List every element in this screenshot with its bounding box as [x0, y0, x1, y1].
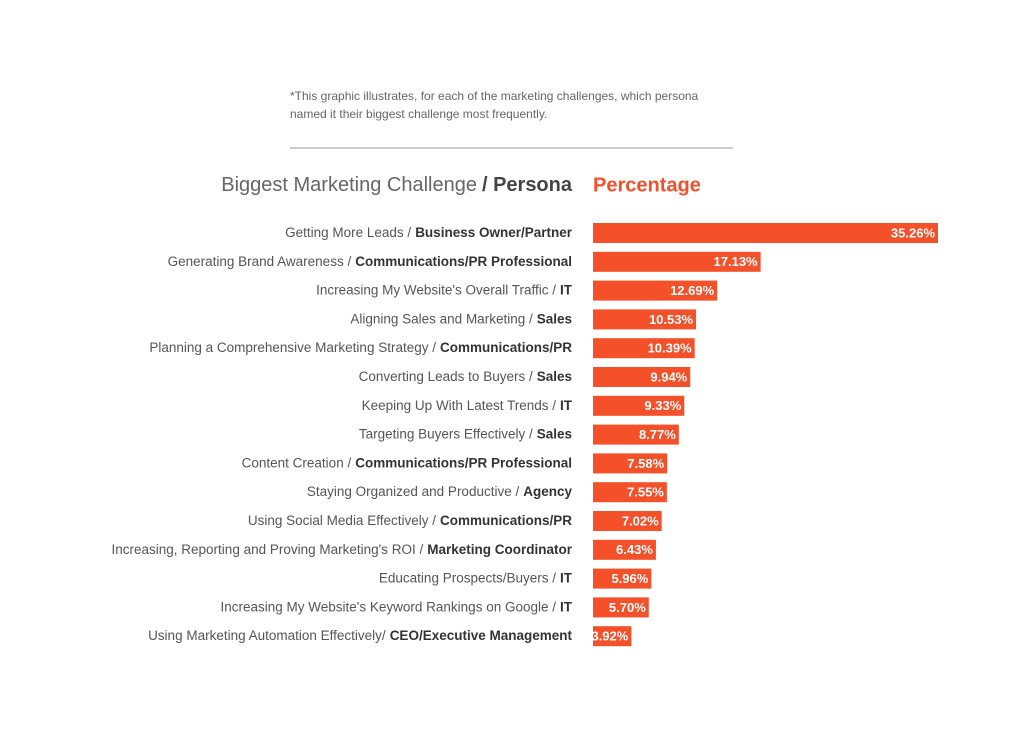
- value-label: 7.58%: [627, 456, 664, 471]
- category-label: Planning a Comprehensive Marketing Strat…: [149, 340, 572, 355]
- header-text: Biggest Marketing Challenge: [221, 174, 477, 196]
- challenge: Staying Organized and Productive /: [307, 484, 520, 499]
- persona: Sales: [537, 311, 572, 326]
- bar: [593, 597, 649, 618]
- value-label: 3.92%: [591, 629, 628, 644]
- persona: CEO/Executive Management: [390, 628, 573, 643]
- challenge: Getting More Leads /: [285, 225, 411, 240]
- value-label: 12.69%: [670, 283, 715, 298]
- challenge: Aligning Sales and Marketing /: [350, 311, 533, 326]
- bar: [593, 482, 667, 503]
- category-label: Generating Brand Awareness / Communicatio…: [168, 253, 572, 268]
- category-label: Converting Leads to Buyers / Sales: [359, 369, 572, 384]
- challenge: Using Social Media Effectively /: [248, 513, 436, 528]
- challenge: Converting Leads to Buyers /: [359, 369, 533, 384]
- bar: [593, 539, 656, 560]
- value-label: 5.70%: [609, 600, 646, 615]
- bar: [593, 309, 697, 330]
- persona: Marketing Coordinator: [427, 541, 573, 556]
- persona: Agency: [523, 484, 572, 499]
- persona: IT: [560, 397, 573, 412]
- category-label: Increasing My Website's Overall Traffic …: [316, 282, 573, 297]
- category-label: Getting More Leads / Business Owner/Partn…: [285, 225, 573, 240]
- category-label: Increasing My Website's Keyword Rankings…: [221, 599, 573, 614]
- bar: [593, 395, 685, 416]
- challenge: Using Marketing Automation Effectively/: [148, 628, 386, 643]
- value-label: 9.33%: [644, 398, 681, 413]
- bar: [593, 338, 695, 359]
- category-label: Using Social Media Effectively / Communic…: [248, 513, 572, 528]
- value-label: 10.53%: [649, 312, 694, 327]
- bar: [593, 223, 939, 243]
- category-label: Keeping Up With Latest Trends / IT: [362, 397, 573, 412]
- persona: Business Owner/Partner: [415, 225, 573, 240]
- challenge: Increasing, Reporting and Proving Market…: [112, 541, 424, 556]
- header-value: Percentage: [593, 174, 701, 196]
- challenge: Targeting Buyers Effectively /: [359, 426, 533, 441]
- category-label: Staying Organized and Productive / Agency: [307, 484, 573, 499]
- category-label: Content Creation / Communications/PR Prof…: [242, 455, 572, 470]
- bar: [593, 626, 632, 647]
- value-label: 7.02%: [622, 513, 659, 528]
- challenge: Increasing My Website's Keyword Rankings…: [221, 599, 557, 614]
- bar: [593, 568, 652, 589]
- category-label: Aligning Sales and Marketing / Sales: [350, 311, 572, 326]
- category-label: Targeting Buyers Effectively / Sales: [359, 426, 572, 441]
- value-label: 5.96%: [611, 571, 648, 586]
- challenge: Content Creation /: [242, 455, 352, 470]
- persona: Sales: [537, 426, 572, 441]
- persona: Communications/PR: [440, 513, 572, 528]
- persona: Communications/PR Professional: [355, 455, 572, 470]
- category-label: Using Marketing Automation Effectively/C…: [148, 628, 572, 643]
- note-line: *This graphic illustrates, for each of t…: [290, 89, 699, 103]
- bar: [593, 424, 679, 445]
- bar: [593, 251, 761, 272]
- category-label: Educating Prospects/Buyers / IT: [379, 570, 573, 585]
- persona: Sales: [537, 369, 572, 384]
- persona: Communications/PR Professional: [355, 253, 572, 268]
- persona: IT: [560, 570, 573, 585]
- persona: Communications/PR: [440, 340, 572, 355]
- note-line: named it their biggest challenge most fr…: [290, 107, 547, 121]
- challenge: Educating Prospects/Buyers /: [379, 570, 556, 585]
- challenge: Planning a Comprehensive Marketing Strat…: [149, 340, 436, 355]
- challenge: Keeping Up With Latest Trends /: [362, 397, 557, 412]
- bar: [593, 511, 662, 531]
- value-label: 17.13%: [714, 254, 759, 269]
- header-label: Biggest Marketing Challenge / Persona: [221, 174, 573, 196]
- value-label: 35.26%: [891, 225, 936, 240]
- category-label: Increasing, Reporting and Proving Market…: [112, 541, 573, 556]
- value-label: 6.43%: [616, 542, 653, 557]
- bar: [593, 280, 718, 301]
- persona: IT: [560, 282, 573, 297]
- header-text: / Persona: [482, 174, 573, 196]
- bar: [593, 453, 668, 474]
- persona: IT: [560, 599, 573, 614]
- value-label: 7.55%: [627, 485, 664, 500]
- challenge: Increasing My Website's Overall Traffic …: [316, 282, 556, 297]
- challenge: Generating Brand Awareness /: [168, 253, 352, 268]
- value-label: 9.94%: [650, 369, 687, 384]
- value-label: 10.39%: [648, 341, 693, 356]
- value-label: 8.77%: [639, 427, 676, 442]
- bar: [593, 367, 691, 387]
